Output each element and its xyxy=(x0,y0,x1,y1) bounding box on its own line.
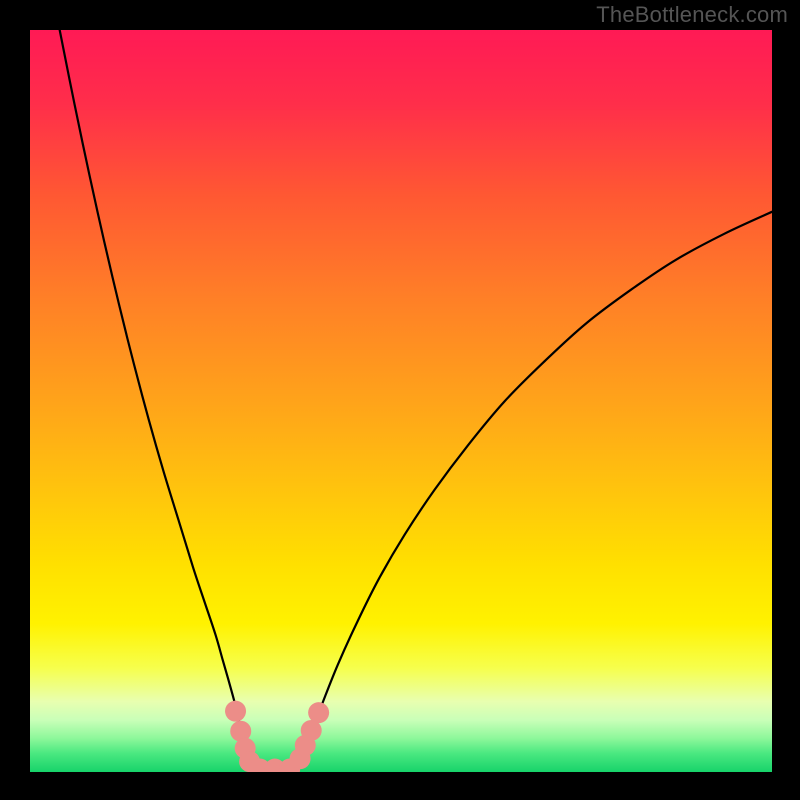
marker-dot xyxy=(225,701,246,722)
plot-svg xyxy=(30,30,772,772)
marker-dot xyxy=(308,702,329,723)
watermark-text: TheBottleneck.com xyxy=(596,2,788,28)
plot-area xyxy=(30,30,772,772)
gradient-background xyxy=(30,30,772,772)
chart-container: TheBottleneck.com xyxy=(0,0,800,800)
